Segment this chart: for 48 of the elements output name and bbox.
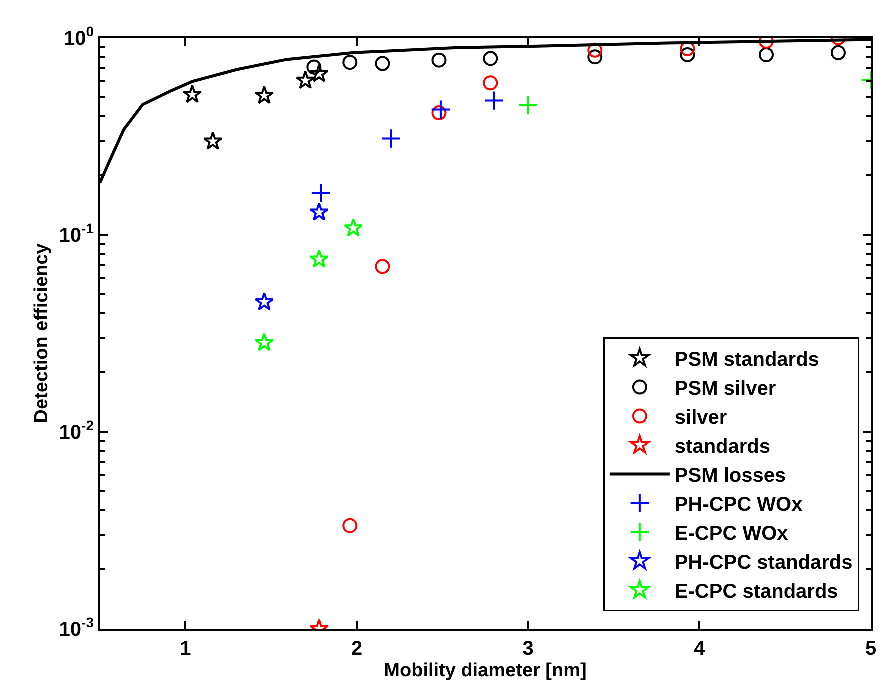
point — [254, 332, 274, 352]
point — [182, 84, 202, 104]
x-tick-label: 1 — [180, 638, 192, 660]
point — [484, 90, 504, 111]
point — [430, 100, 452, 120]
point — [254, 292, 274, 311]
point — [758, 47, 774, 62]
point — [310, 64, 329, 82]
point — [432, 106, 447, 121]
point — [432, 52, 447, 68]
x-tick-label: 3 — [522, 638, 534, 660]
point — [310, 250, 329, 268]
y-tick-label: 10$^{0}$ — [64, 24, 94, 50]
point — [344, 218, 364, 237]
legend-label: PSM losses — [674, 465, 786, 488]
x-tick-label: 2 — [351, 638, 363, 660]
x-tick-label: 5 — [865, 638, 877, 660]
point — [588, 42, 603, 58]
y-tick-label: 10$^{-2}$ — [59, 418, 94, 444]
point — [483, 51, 498, 66]
y-axis-title: Detection efficiency — [32, 243, 53, 424]
legend-label: E-CPC WOx — [674, 523, 788, 546]
point — [254, 86, 274, 104]
x-tick-label: 4 — [694, 638, 706, 660]
point — [830, 45, 846, 60]
legend-label: PH-CPC WOx — [674, 494, 803, 516]
legend-label: standards — [674, 436, 771, 458]
point — [310, 183, 332, 204]
point — [342, 518, 358, 534]
point — [483, 76, 498, 91]
point — [680, 47, 696, 62]
point — [375, 259, 390, 274]
y-tick-label: 10$^{-3}$ — [59, 614, 94, 641]
y-tick-label: 10$^{-1}$ — [59, 220, 94, 247]
legend-label: silver — [674, 407, 728, 430]
x-axis-title: Mobility diameter [nm] — [384, 660, 587, 682]
legend-label: PH-CPC standards — [674, 552, 853, 574]
point — [588, 50, 603, 65]
point — [381, 128, 402, 149]
point — [296, 70, 316, 90]
point — [203, 131, 223, 150]
point — [306, 60, 322, 75]
point — [342, 55, 358, 70]
legend-label: PSM standards — [674, 349, 820, 372]
point — [375, 56, 390, 72]
legend-label: E-CPC standards — [674, 581, 838, 604]
point — [310, 202, 329, 221]
legend-label: PSM silver — [674, 378, 776, 400]
